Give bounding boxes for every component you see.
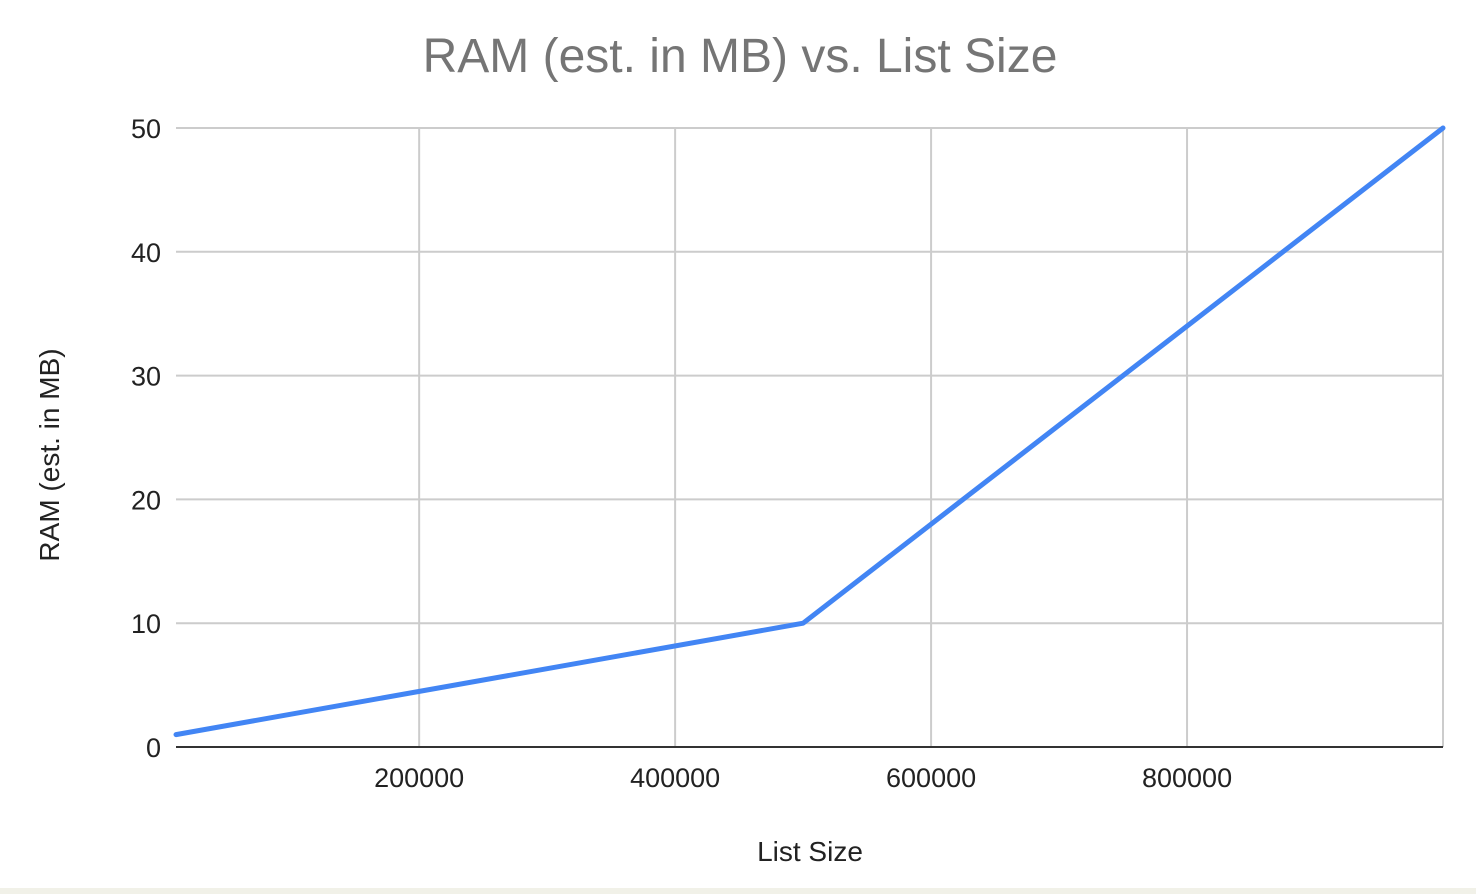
y-axis-title: RAM (est. in MB) xyxy=(34,348,65,561)
series-layer xyxy=(173,125,1446,738)
bottom-border-strip xyxy=(0,888,1476,894)
y-tick-label: 10 xyxy=(131,609,161,639)
y-tick-label: 30 xyxy=(131,362,161,392)
y-tick-label: 0 xyxy=(146,733,161,763)
x-axis-title: List Size xyxy=(757,836,863,867)
gridlines xyxy=(176,127,1444,748)
x-tick-label: 800000 xyxy=(1142,763,1232,793)
x-tick-label: 400000 xyxy=(630,763,720,793)
series-line xyxy=(173,125,1446,738)
y-tick-label: 40 xyxy=(131,238,161,268)
x-tick-label: 600000 xyxy=(886,763,976,793)
chart-title: RAM (est. in MB) vs. List Size xyxy=(423,30,1058,83)
y-tick-label: 50 xyxy=(131,114,161,144)
x-tick-label: 200000 xyxy=(374,763,464,793)
x-axis-ticks: 200000 400000 600000 800000 xyxy=(374,763,1232,793)
y-axis-ticks: 0 10 20 30 40 50 xyxy=(131,114,161,763)
y-tick-label: 20 xyxy=(131,485,161,515)
